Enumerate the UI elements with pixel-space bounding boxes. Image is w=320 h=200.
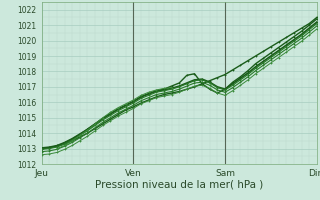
X-axis label: Pression niveau de la mer( hPa ): Pression niveau de la mer( hPa ) — [95, 179, 263, 189]
